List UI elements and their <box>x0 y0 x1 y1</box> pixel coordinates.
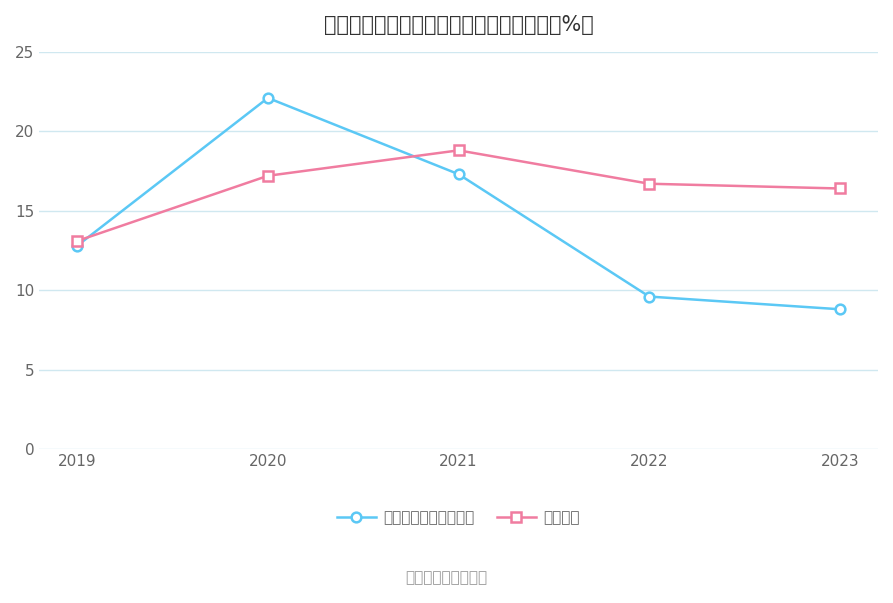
电机铁芯 <box>835 185 846 192</box>
Legend: 动力锂电池精密结构件, 电机铁芯: 动力锂电池精密结构件, 电机铁芯 <box>331 505 586 532</box>
Text: 数据来源：恒生聚源: 数据来源：恒生聚源 <box>405 570 488 585</box>
Line: 电机铁芯: 电机铁芯 <box>72 145 845 246</box>
电机铁芯 <box>644 180 655 188</box>
动力锂电池精密结构件 <box>835 306 846 313</box>
动力锂电池精密结构件 <box>263 94 273 101</box>
电机铁芯 <box>454 147 464 154</box>
动力锂电池精密结构件 <box>644 293 655 300</box>
Title: 震裕科技近年来部分主要产品毛利率情况（%）: 震裕科技近年来部分主要产品毛利率情况（%） <box>323 15 594 35</box>
动力锂电池精密结构件 <box>71 242 82 249</box>
电机铁芯 <box>263 172 273 180</box>
Line: 动力锂电池精密结构件: 动力锂电池精密结构件 <box>72 93 845 314</box>
动力锂电池精密结构件 <box>454 171 464 178</box>
电机铁芯 <box>71 238 82 245</box>
